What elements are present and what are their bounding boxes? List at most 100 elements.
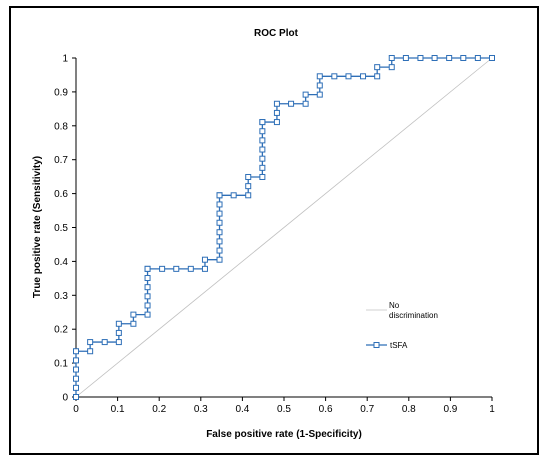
- data-point: [259, 173, 266, 180]
- data-point: [374, 64, 381, 71]
- data-point: [73, 394, 79, 400]
- data-point: [173, 265, 180, 272]
- legend-label-reference: discrimination: [389, 311, 438, 320]
- data-point: [360, 73, 367, 80]
- data-point: [216, 256, 223, 263]
- data-point: [302, 100, 309, 107]
- y-tick-label: 0.6: [54, 189, 68, 200]
- data-point: [388, 64, 395, 71]
- data-point: [259, 137, 266, 144]
- data-point: [316, 91, 323, 98]
- y-axis-label: True positive rate (Sensitivity): [32, 156, 43, 298]
- data-point: [115, 320, 122, 327]
- x-tick-label: 1: [489, 404, 495, 415]
- x-tick-label: 0.9: [443, 404, 457, 415]
- data-point: [144, 275, 151, 282]
- y-tick-label: 1: [62, 54, 68, 65]
- data-point: [446, 55, 453, 61]
- data-point: [201, 256, 208, 263]
- data-point: [302, 91, 309, 98]
- y-tick-label: 0.8: [54, 121, 68, 132]
- data-point: [115, 339, 122, 346]
- x-axis-ticks: 0 0.1 0.2 0.3 0.4 0.5 0.6 0.7 0.8 0.9 1: [73, 397, 495, 415]
- y-axis-ticks: 0 0.1 0.2 0.3 0.4 0.5 0.6 0.7 0.8 0.9 1: [54, 54, 76, 404]
- data-point: [259, 128, 266, 135]
- data-point: [273, 109, 280, 116]
- data-point: [489, 55, 495, 61]
- data-point: [273, 119, 280, 126]
- y-tick-label: 0.2: [54, 325, 68, 336]
- legend-label-reference: No: [389, 301, 400, 310]
- data-point: [417, 55, 424, 61]
- data-point: [73, 384, 79, 391]
- data-point: [259, 164, 266, 171]
- data-point: [259, 119, 266, 126]
- y-tick-label: 0.5: [54, 223, 68, 234]
- data-point: [144, 302, 151, 309]
- data-point: [402, 55, 409, 61]
- y-tick-label: 0.4: [54, 257, 68, 268]
- data-point: [374, 73, 381, 80]
- y-tick-label: 0.1: [54, 359, 68, 370]
- data-point: [288, 100, 295, 107]
- data-point: [216, 247, 223, 254]
- x-tick-label: 0.6: [319, 404, 333, 415]
- data-point: [115, 329, 122, 336]
- reference-line: [75, 57, 493, 398]
- data-point: [259, 155, 266, 162]
- x-tick-label: 0.3: [194, 404, 208, 415]
- data-point: [316, 82, 323, 89]
- data-point: [259, 146, 266, 153]
- data-point: [345, 73, 352, 80]
- chart-frame: [9, 6, 539, 455]
- data-point: [316, 73, 323, 80]
- data-point: [474, 55, 481, 61]
- chart-title: ROC Plot: [254, 28, 299, 39]
- data-point: [87, 348, 94, 355]
- data-point: [331, 73, 338, 80]
- data-point: [73, 366, 79, 373]
- data-point: [216, 192, 223, 199]
- data-point: [73, 357, 79, 364]
- plot-area: [73, 55, 495, 400]
- data-point: [144, 265, 151, 272]
- data-point: [201, 265, 208, 272]
- y-tick-label: 0: [62, 393, 68, 404]
- data-point: [144, 293, 151, 300]
- data-point: [230, 192, 237, 199]
- data-point: [144, 284, 151, 291]
- legend-marker-series: [373, 342, 380, 348]
- x-tick-label: 0.7: [360, 404, 374, 415]
- data-point: [431, 55, 438, 61]
- data-point: [216, 219, 223, 226]
- x-tick-label: 0: [73, 404, 79, 415]
- legend-label-series: tSFA: [390, 341, 408, 350]
- x-tick-label: 0.1: [111, 404, 125, 415]
- data-point: [273, 100, 280, 107]
- x-tick-label: 0.4: [235, 404, 249, 415]
- x-axis-label: False positive rate (1-Specificity): [206, 429, 362, 440]
- data-point: [144, 311, 151, 318]
- data-point: [245, 192, 252, 199]
- data-point: [87, 339, 94, 346]
- data-point: [187, 265, 194, 272]
- data-point: [388, 55, 395, 61]
- data-point: [216, 229, 223, 236]
- y-tick-label: 0.3: [54, 291, 68, 302]
- data-point: [73, 348, 79, 355]
- data-point: [216, 210, 223, 217]
- y-tick-label: 0.9: [54, 87, 68, 98]
- data-point: [159, 265, 166, 272]
- data-point: [216, 201, 223, 208]
- x-tick-label: 0.2: [152, 404, 166, 415]
- data-point: [130, 311, 137, 318]
- data-point: [245, 173, 252, 180]
- data-point: [216, 238, 223, 245]
- data-point: [460, 55, 467, 61]
- x-tick-label: 0.5: [277, 404, 291, 415]
- data-point: [130, 320, 137, 327]
- data-point: [101, 339, 108, 346]
- data-point: [73, 375, 79, 382]
